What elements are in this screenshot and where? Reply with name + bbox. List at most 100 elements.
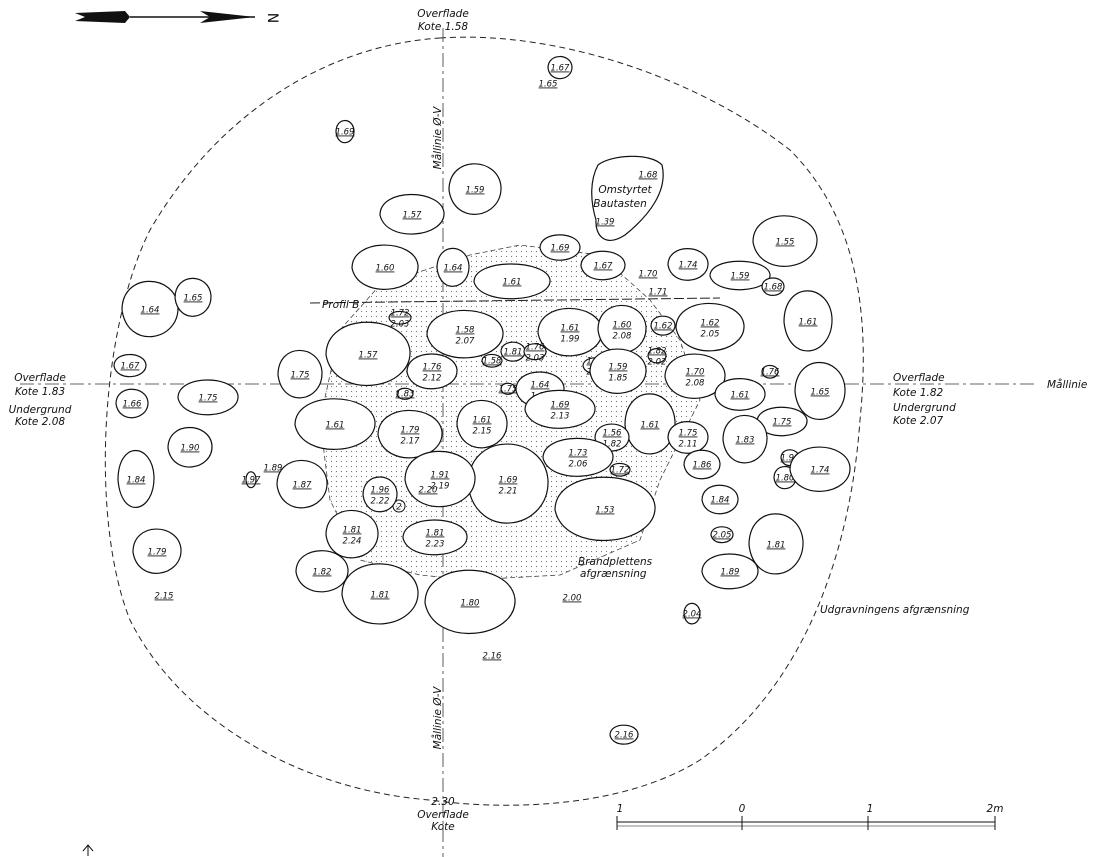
stone-elevation: 1.57 — [403, 211, 423, 221]
stone-elevation: 1.55 — [776, 238, 795, 248]
scale-label: 0 — [739, 803, 746, 815]
stone-lower-elevation: 2.24 — [343, 537, 362, 547]
stone-elevation: 1.62 — [654, 322, 673, 332]
stone-outline — [756, 406, 808, 437]
stone-outline — [132, 528, 182, 574]
stone-elevation: 1.75 — [199, 394, 218, 404]
stone-elevation: 1.98 — [781, 454, 801, 464]
stone-elevation: 1.84 — [127, 476, 146, 486]
stone-elevation: 1.64 — [141, 306, 160, 316]
stone-elevation: 1.61 — [503, 278, 522, 288]
stone-outline — [377, 409, 443, 459]
stone-elevation: 1.81 — [371, 591, 390, 601]
stone-elevation: 1.59 — [609, 363, 628, 373]
stone-outline — [683, 449, 721, 480]
stone-outline — [580, 250, 626, 281]
bottom-point-label: 2.30 — [431, 796, 455, 808]
stone-outline — [667, 421, 709, 454]
scale-bar — [616, 816, 996, 830]
stone-elevation: 1.61 — [326, 421, 345, 431]
stone-outline — [362, 476, 398, 513]
stone-outline — [115, 388, 149, 419]
stone-elevation: 1.72 — [391, 309, 410, 319]
bautasten-stone — [591, 155, 664, 241]
profile-line — [309, 297, 721, 304]
stone-elevation: 1.60 — [376, 264, 395, 274]
stone-elevation: 1.72 — [611, 466, 630, 476]
stone-elevation: 1.83 — [736, 436, 755, 446]
stones: 1.67 1.65 1.69 1.59 1.68 1.57 1.60 1.64 1.61 1.69… — [113, 55, 851, 745]
stone-lower-elevation: 1.99 — [561, 335, 580, 345]
stone-elevation: 1.81 — [426, 529, 445, 539]
stone-lower-elevation: 1.82 — [603, 440, 622, 450]
stone-elevation: 1.56 — [603, 429, 623, 439]
stone-lower-elevation: 2.07 — [456, 337, 476, 347]
stone-outline — [467, 443, 549, 524]
stone-elevation: 1.73 — [569, 449, 588, 459]
stone-outline — [388, 310, 412, 325]
axis-label: Mållinie — [1047, 378, 1087, 391]
stone-lower-elevation: 2.23 — [426, 540, 445, 550]
burn-area-label: afgrænsning — [580, 568, 647, 580]
stone-lower-elevation: 2.17 — [401, 437, 421, 447]
stone-elevation: 1.86 — [693, 461, 713, 471]
stone-outline — [426, 309, 504, 359]
stone-outline — [722, 414, 768, 464]
stone-lower-elevation: 2.05 — [701, 330, 720, 340]
stone-elevation: 1.64 — [531, 381, 550, 391]
stone-lower-elevation: 2.02 — [648, 358, 667, 368]
stone-elevation: 1.69 — [336, 128, 355, 138]
stone-elevation: 1.67 — [121, 362, 141, 372]
stone-elevation: 2.05 — [713, 531, 732, 541]
north-arrow — [75, 11, 255, 23]
top-point-label: Overflade — [417, 8, 469, 20]
stone-elevation: 1.61 — [561, 324, 580, 334]
stone-elevation: 1.65 — [184, 294, 203, 304]
stone-outline — [436, 247, 470, 287]
stone-outline — [481, 353, 503, 368]
stone-elevation: 2.16 — [615, 731, 635, 741]
stone-elevation: 1.82 — [648, 347, 667, 357]
stone-elevation: 1.75 — [679, 429, 698, 439]
stone-elevation: 1.79 — [401, 426, 420, 436]
stone-elevation: 1.60 — [613, 321, 632, 331]
stone-elevation: 2.16 — [483, 652, 503, 662]
stone-elevation: 1.58 — [483, 357, 503, 367]
stone-lower-elevation: 2.21 — [499, 487, 518, 497]
stone-outline — [245, 471, 257, 489]
bottom-point-label: Kote — [431, 821, 455, 833]
stone-lower-elevation: 2.11 — [679, 440, 698, 450]
profile-label: Profil B — [322, 299, 359, 311]
stone-outline — [524, 389, 596, 429]
stone-lower-elevation: 2.03 — [391, 320, 410, 330]
stone-outline — [794, 361, 846, 420]
stone-outline — [714, 378, 766, 411]
stone-elevation: 1.69 — [499, 476, 518, 486]
stone-elevation: 1.84 — [711, 496, 730, 506]
bautasten-elevation: 1.39 — [596, 218, 615, 228]
stone-elevation: 1.76 — [526, 343, 546, 353]
bautasten-label: Omstyrtet — [598, 184, 652, 196]
stone-outline — [664, 353, 726, 399]
stone-elevation: 1.61 — [731, 391, 750, 401]
stone-outline — [351, 244, 419, 290]
stone-outline — [117, 450, 155, 509]
stone-outline — [500, 382, 516, 395]
stone-outline — [325, 321, 411, 387]
stone-elevation: 1.89 — [721, 568, 740, 578]
stone-elevation: 1.89 — [264, 464, 283, 474]
excavation-boundary — [104, 36, 864, 806]
stone-elevation: 2.04 — [683, 610, 702, 620]
stone-outline — [701, 484, 739, 515]
stone-elevation: 1.67 — [551, 64, 571, 74]
stone-elevation: 1.67 — [594, 262, 614, 272]
stone-outline — [589, 348, 647, 394]
stone-outline — [650, 315, 676, 336]
stone-outline — [539, 234, 581, 261]
right-point-label: Overflade — [893, 372, 945, 384]
stone-elevation: 1.83 — [396, 390, 415, 400]
stone-elevation: 1.80 — [461, 599, 480, 609]
stone-outline — [325, 509, 379, 559]
stone-outline — [277, 349, 323, 399]
stone-elevation: 1.75 — [291, 371, 310, 381]
